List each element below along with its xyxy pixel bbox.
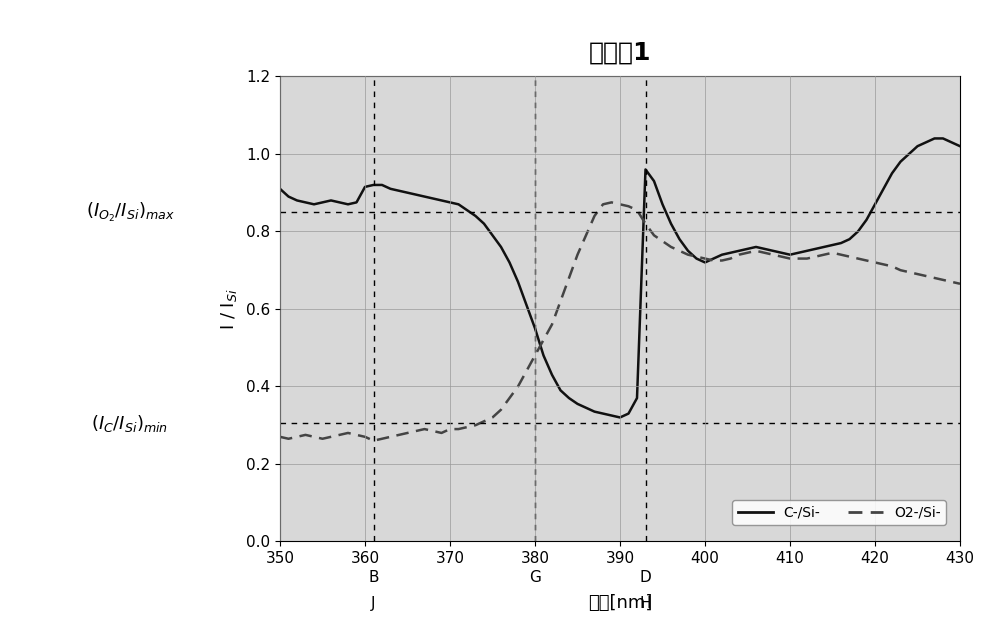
Line: O2-/Si-: O2-/Si-	[280, 203, 960, 441]
Legend: C-/Si-, O2-/Si-: C-/Si-, O2-/Si-	[732, 500, 946, 525]
O2-/Si-	[368, 437, 380, 445]
Title: 实施例1: 实施例1	[589, 41, 651, 65]
C-/Si-	[784, 251, 796, 259]
O2-/Si-	[793, 255, 805, 262]
O2-/Si-	[716, 257, 728, 264]
O2-/Si-	[606, 199, 618, 206]
C-/Si-	[835, 240, 847, 247]
Text: $(I_C/I_{Si})_{min}$: $(I_C/I_{Si})_{min}$	[91, 413, 169, 434]
O2-/Si-	[903, 268, 915, 276]
C-/Si-	[657, 201, 669, 208]
C-/Si-	[929, 134, 941, 142]
Line: C-/Si-: C-/Si-	[280, 138, 960, 417]
O2-/Si-	[274, 433, 286, 441]
C-/Si-	[614, 413, 626, 421]
Text: $(I_{O_2}/I_{Si})_{max}$: $(I_{O_2}/I_{Si})_{max}$	[86, 201, 174, 224]
Text: G: G	[529, 570, 541, 585]
Text: H: H	[640, 596, 651, 611]
O2-/Si-	[878, 261, 890, 268]
Text: D: D	[640, 570, 651, 585]
C-/Si-	[895, 158, 907, 166]
C-/Si-	[708, 255, 720, 262]
C-/Si-	[954, 142, 966, 150]
X-axis label: 深度[nm]: 深度[nm]	[588, 594, 652, 612]
Text: B: B	[368, 570, 379, 585]
O2-/Si-	[954, 280, 966, 287]
Y-axis label: I / I$_{Si}$: I / I$_{Si}$	[219, 288, 239, 330]
O2-/Si-	[844, 253, 856, 261]
C-/Si-	[869, 201, 881, 208]
O2-/Si-	[665, 243, 677, 251]
Text: J: J	[371, 596, 376, 611]
C-/Si-	[274, 185, 286, 192]
